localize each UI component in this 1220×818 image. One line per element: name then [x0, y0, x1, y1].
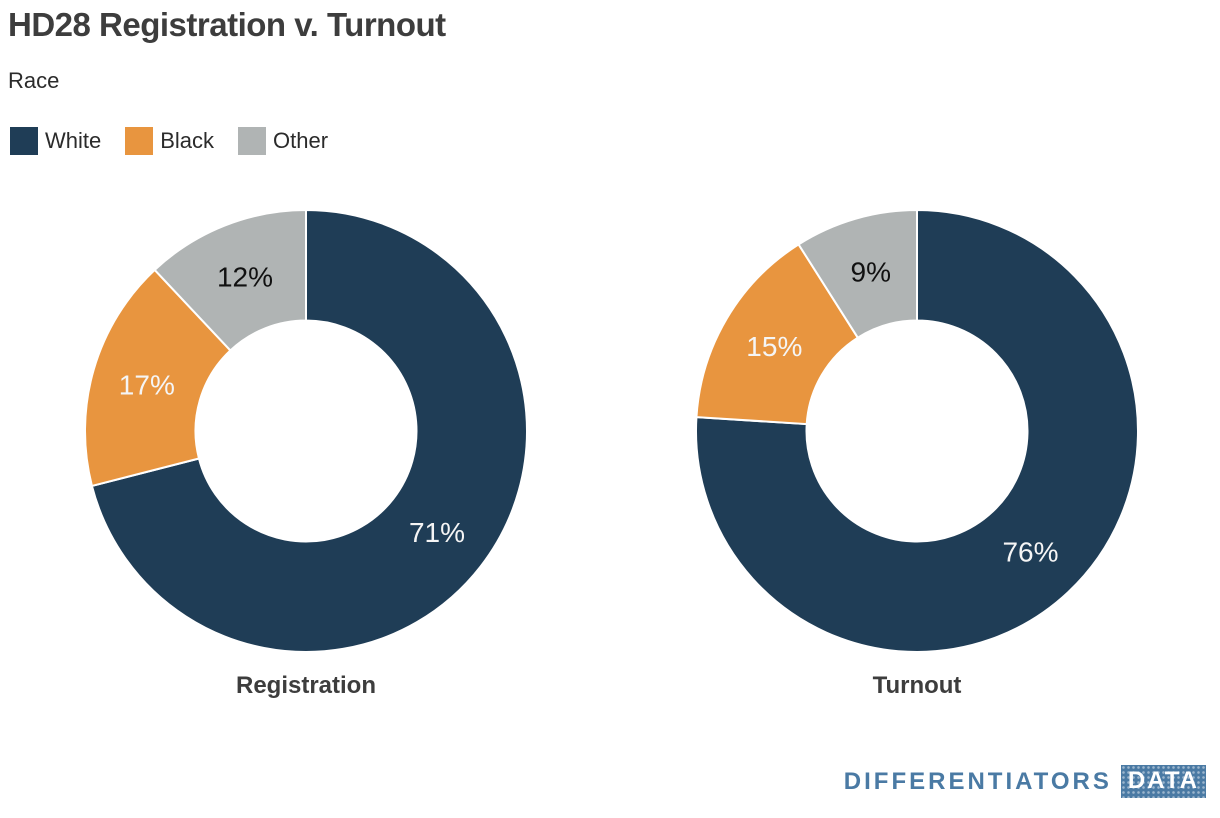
slice-value-label-other: 9%	[851, 256, 891, 287]
slice-value-label-white: 71%	[409, 517, 465, 548]
slice-value-label-white: 76%	[1002, 536, 1058, 567]
donut-chart-turnout: 76% 15% 9%	[695, 208, 1139, 653]
page-subtitle: Race	[8, 68, 60, 93]
legend: White Black Other	[10, 127, 328, 155]
slice-value-label-black: 17%	[119, 369, 175, 400]
legend-item-black: Black	[125, 127, 214, 155]
registration-donut-container: 71% 17% 12% Registration	[76, 201, 536, 700]
legend-swatch-other	[238, 127, 267, 155]
donut-chart-registration: 71% 17% 12%	[84, 208, 528, 653]
legend-item-white: White	[10, 127, 101, 155]
legend-swatch-white	[10, 127, 38, 155]
donut-slice-white	[695, 208, 1139, 653]
turnout-donut-container: 76% 15% 9% Turnout	[687, 201, 1147, 700]
slice-value-label-other: 12%	[217, 261, 273, 292]
donut-slice-black	[695, 243, 860, 426]
donut-slice-white	[90, 208, 528, 653]
brand-footer: DIFFERENTIATORS DATA	[844, 765, 1206, 798]
legend-label: White	[45, 128, 102, 153]
donut-slice-other	[153, 208, 307, 352]
page-title: HD28 Registration v. Turnout	[8, 6, 446, 43]
slice-value-label-black: 15%	[746, 331, 802, 362]
donut-slice-other	[797, 208, 918, 340]
legend-label: Other	[273, 128, 329, 153]
chart-caption-registration: Registration	[235, 672, 376, 699]
brand-wordmark: DIFFERENTIATORS	[843, 767, 1112, 795]
chart-caption-turnout: Turnout	[872, 672, 962, 699]
legend-label: Black	[160, 128, 215, 153]
donut-slice-black	[84, 268, 232, 488]
legend-swatch-black	[125, 127, 154, 155]
brand-badge: DATA	[1120, 765, 1206, 798]
legend-item-other: Other	[238, 127, 328, 155]
